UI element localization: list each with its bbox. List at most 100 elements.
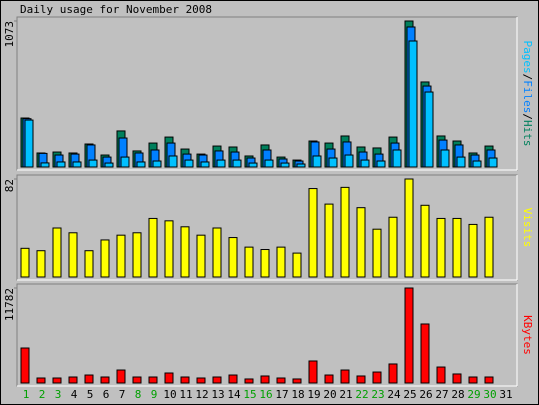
x-tick-label: 11	[179, 388, 192, 401]
x-tick-label: 16	[259, 388, 272, 401]
bar	[488, 157, 498, 168]
bar	[372, 371, 382, 384]
bar	[232, 159, 242, 168]
x-tick-label: 28	[451, 388, 464, 401]
bar	[212, 376, 222, 384]
bar	[40, 162, 50, 168]
bar	[148, 217, 158, 278]
bar	[132, 232, 142, 278]
x-tick-label: 25	[403, 388, 416, 401]
bar	[328, 157, 338, 168]
legend: KBytes	[521, 315, 534, 355]
bar	[36, 250, 46, 278]
x-tick-label: 30	[483, 388, 496, 401]
bar	[88, 159, 98, 168]
bar	[104, 162, 114, 168]
bar	[468, 223, 478, 278]
bar	[24, 119, 34, 168]
bar	[152, 160, 162, 168]
x-tick-label: 6	[103, 388, 110, 401]
x-tick-label: 7	[119, 388, 126, 401]
bar	[20, 347, 30, 384]
bar	[292, 252, 302, 278]
bar	[276, 377, 286, 384]
bar	[324, 203, 334, 278]
x-tick-label: 26	[419, 388, 432, 401]
bar	[132, 376, 142, 384]
x-tick-label: 13	[211, 388, 224, 401]
legend: Visits	[521, 208, 534, 248]
bar	[436, 366, 446, 384]
legend-separator: /	[521, 113, 534, 120]
x-tick-label: 21	[339, 388, 352, 401]
bar	[164, 372, 174, 384]
bar	[276, 246, 286, 278]
bar	[72, 161, 82, 168]
legend-entry: KBytes	[521, 315, 534, 355]
legend-entry: Files	[521, 80, 534, 113]
x-tick-label: 12	[195, 388, 208, 401]
chart-title: Daily usage for November 2008	[20, 3, 212, 16]
x-tick-label: 5	[87, 388, 94, 401]
bar	[100, 376, 110, 384]
x-tick-label: 8	[135, 388, 142, 401]
x-tick-label: 17	[275, 388, 288, 401]
x-tick-label: 2	[39, 388, 46, 401]
bar	[280, 162, 290, 168]
bar	[388, 363, 398, 384]
bar	[392, 149, 402, 168]
y-tick-label: 82	[3, 179, 16, 192]
bar	[228, 374, 238, 384]
bar	[308, 188, 318, 278]
x-tick-label: 27	[435, 388, 448, 401]
bar	[424, 91, 434, 168]
bar	[324, 374, 334, 384]
bar	[344, 154, 354, 168]
bar	[68, 232, 78, 278]
bar	[116, 234, 126, 278]
bar	[212, 227, 222, 278]
bar	[484, 376, 494, 384]
bar	[264, 159, 274, 168]
bar	[120, 156, 130, 168]
bar	[420, 204, 430, 278]
x-tick-label: 24	[387, 388, 401, 401]
x-tick-label: 23	[371, 388, 384, 401]
x-tick-label: 3	[55, 388, 62, 401]
bar	[484, 216, 494, 278]
bar	[340, 369, 350, 384]
bar	[68, 376, 78, 384]
bar	[116, 369, 126, 384]
bar	[52, 377, 62, 384]
bar	[100, 239, 110, 278]
bar	[196, 377, 206, 384]
bar	[216, 159, 226, 168]
bar	[244, 378, 254, 384]
bar	[136, 161, 146, 168]
bar	[452, 217, 462, 278]
bar	[228, 237, 238, 278]
bar	[440, 149, 450, 168]
bar	[388, 216, 398, 278]
bar	[404, 287, 414, 384]
bar	[260, 249, 270, 278]
bar	[340, 186, 350, 278]
bar	[404, 178, 414, 278]
bar	[52, 227, 62, 278]
bar	[292, 378, 302, 384]
bar	[168, 155, 178, 168]
x-tick-label: 10	[163, 388, 176, 401]
legend-entry: Pages	[521, 41, 534, 74]
x-tick-label: 14	[227, 388, 241, 401]
bar	[196, 234, 206, 278]
bar	[200, 161, 210, 168]
y-tick-label: 1073	[3, 21, 16, 48]
x-tick-label: 29	[467, 388, 480, 401]
legend: Pages/Files/Hits	[521, 41, 534, 147]
bar	[36, 377, 46, 384]
bar	[408, 40, 418, 168]
x-tick-label: 20	[323, 388, 336, 401]
bar	[372, 228, 382, 278]
bar	[244, 246, 254, 278]
